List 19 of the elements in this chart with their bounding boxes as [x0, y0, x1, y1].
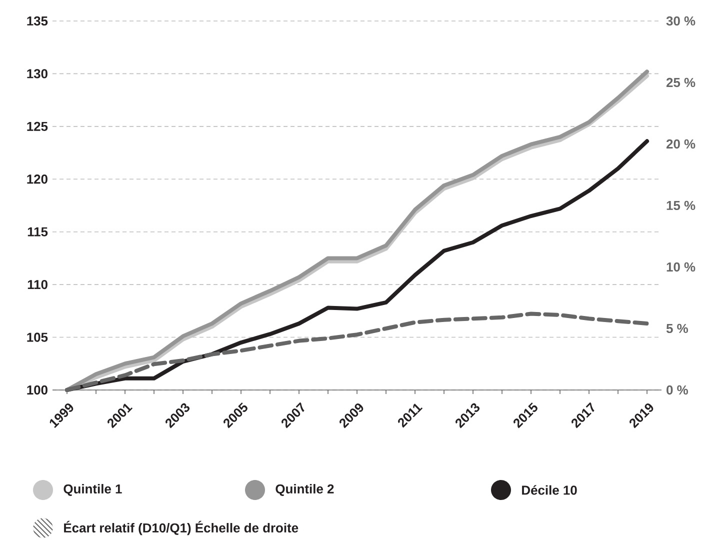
y2-tick-label: 10 %	[666, 262, 696, 272]
y-tick-label: 115	[28, 227, 48, 236]
y2-tick-label: 5 %	[666, 324, 688, 334]
y2-tick-label: 25 %	[666, 78, 696, 88]
legend-label: Décile 10	[522, 485, 577, 495]
y-tick-label: 125	[27, 122, 48, 131]
y2-tick-label: 30 %	[666, 16, 696, 26]
legend-label: Quintile 1	[64, 484, 122, 496]
y-tick-label: 100	[27, 385, 48, 395]
y-tick-label: 105	[27, 332, 48, 342]
legend-label: Écart relatif (D10/Q1) Échelle de droite	[64, 520, 298, 536]
y2-tick-label: 0 %	[666, 385, 688, 395]
legend-label: Quintile 2	[276, 484, 334, 496]
y-tick-label: 120	[27, 174, 48, 184]
y2-tick-label: 15 %	[666, 200, 696, 210]
y-tick-label: 135	[27, 16, 48, 26]
y2-tick-label: 20 %	[666, 139, 696, 149]
y-tick-label: 130	[27, 69, 48, 78]
y-tick-label: 110	[28, 280, 48, 290]
